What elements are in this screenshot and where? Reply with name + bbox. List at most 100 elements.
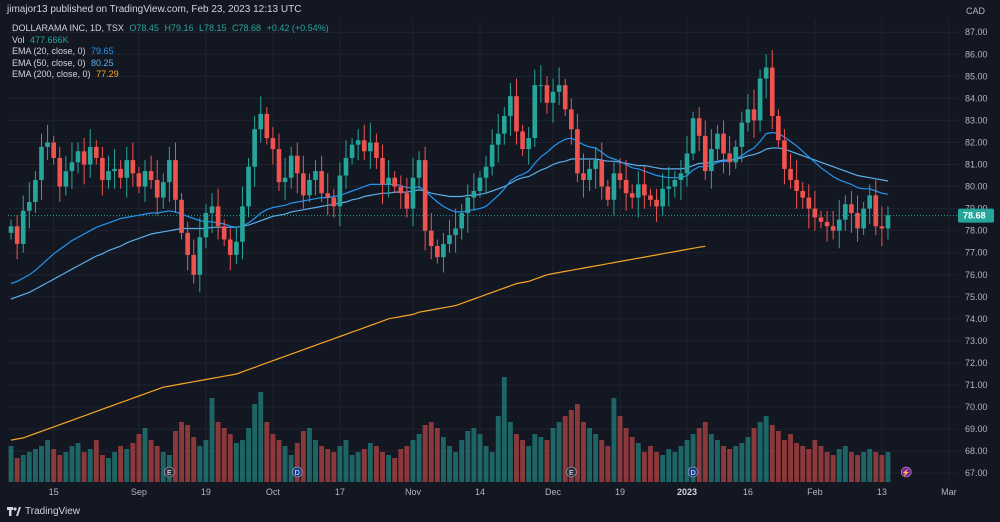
candle-body	[221, 226, 227, 240]
volume-bar	[782, 440, 787, 482]
candle-body	[672, 179, 678, 187]
volume-bar	[313, 440, 318, 482]
candle-body	[629, 193, 635, 198]
volume-bar	[660, 455, 666, 482]
candle-body	[562, 85, 568, 110]
volume-bar	[422, 425, 428, 482]
volume-bar	[788, 434, 793, 482]
volume-bar	[544, 440, 550, 482]
x-tick-label: 14	[475, 487, 485, 497]
ema20-value: 79.65	[91, 46, 114, 56]
volume-bar	[593, 434, 599, 482]
candle-body	[885, 215, 891, 229]
volume-bar	[690, 434, 696, 482]
y-tick-label: 68.00	[965, 446, 988, 456]
tradingview-logo[interactable]: TradingView	[7, 506, 80, 517]
candle-body	[611, 173, 617, 200]
y-tick-label: 83.00	[965, 115, 988, 125]
volume-bar	[227, 434, 233, 482]
candle-body	[526, 138, 531, 150]
event-marker-label: E	[167, 470, 172, 477]
volume-bar	[331, 452, 337, 482]
candle-body	[422, 160, 428, 231]
event-marker-label: E	[569, 470, 574, 477]
candle-body	[39, 146, 44, 180]
candle-body	[721, 133, 726, 154]
volume-bar	[45, 440, 51, 482]
candle-body	[106, 171, 111, 180]
volume-bar	[514, 434, 519, 482]
legend-ema20-row: EMA (20, close, 0) 79.65	[12, 46, 329, 58]
candle-body	[75, 151, 81, 163]
candle-body	[63, 171, 69, 187]
top-bar: jimajor13 published on TradingView.com, …	[0, 0, 1000, 18]
volume-bar	[641, 452, 647, 482]
candle-body	[873, 195, 879, 227]
y-tick-label: 79.00	[965, 204, 988, 214]
candle-body	[550, 91, 556, 103]
tradingview-logo-icon	[7, 507, 21, 516]
candle-body	[654, 199, 659, 207]
currency-label: CAD	[966, 6, 986, 16]
candle-body	[294, 155, 300, 174]
symbol-label: DOLLARAMA INC, 1D, TSX	[12, 23, 124, 33]
candle-body	[508, 96, 513, 117]
candle-body	[435, 246, 440, 258]
volume-bar	[568, 410, 574, 482]
volume-bar	[812, 440, 818, 482]
candle-body	[142, 171, 148, 187]
candle-body	[459, 213, 464, 229]
candle-body	[325, 193, 331, 198]
volume-label: Vol	[12, 34, 25, 45]
x-tick-label: 13	[877, 487, 887, 497]
candle-body	[227, 239, 233, 255]
candle-body	[690, 118, 696, 154]
candle-body	[696, 118, 702, 136]
volume-bar	[367, 443, 373, 482]
x-tick-label: Nov	[405, 487, 422, 497]
candle-body	[830, 226, 836, 231]
volume-bar	[124, 449, 130, 482]
volume-bar	[93, 440, 99, 482]
y-tick-label: 76.00	[965, 270, 988, 280]
candle-body	[727, 153, 732, 163]
y-tick-label: 86.00	[965, 49, 988, 59]
volume-bar	[818, 446, 824, 482]
candle-body	[605, 186, 611, 200]
volume-bar	[14, 458, 20, 482]
candle-body	[739, 122, 745, 147]
ema200-line-group	[10, 245, 706, 441]
event-markers: E D E D ⚡	[164, 466, 912, 478]
candle-body	[587, 168, 592, 180]
event-marker	[687, 466, 699, 478]
volume-value: 477.666K	[30, 34, 69, 45]
x-tick-label: 15	[49, 487, 59, 497]
y-tick-label: 80.00	[965, 182, 988, 192]
candle-body	[313, 171, 318, 180]
event-marker-label: ⚡	[902, 468, 911, 477]
volume-bar	[629, 437, 635, 482]
ema20-line	[10, 131, 889, 285]
volume-bar	[678, 446, 684, 482]
candle-body	[416, 160, 422, 178]
legend: DOLLARAMA INC, 1D, TSX O78.45 H79.16 L78…	[12, 23, 329, 81]
event-marker-label: D	[295, 470, 300, 477]
volume-bar	[63, 452, 69, 482]
volume-bar	[398, 449, 404, 482]
candle-body	[812, 208, 818, 218]
volume-bar	[428, 422, 434, 482]
volume-bar	[215, 422, 221, 482]
candle-body	[185, 232, 190, 255]
volume-bar	[191, 437, 197, 482]
candle-body	[148, 171, 154, 180]
candle-body	[234, 241, 239, 255]
volume-bar	[51, 449, 57, 482]
volume-bar	[830, 455, 836, 482]
price-chart[interactable]: E D E D ⚡ 87.00 86.00 85.00 84.00 83.00 82.00 81.0…	[0, 0, 1000, 500]
time-axis: 15 Sep 19 Oct 17 Nov 14 Dec 19 2023 16 Feb 13 Mar	[49, 487, 957, 497]
volume-bar	[185, 425, 191, 482]
candle-body	[154, 179, 160, 198]
volume-bar	[240, 440, 245, 482]
volume-bar	[599, 440, 605, 482]
y-tick-label: 87.00	[965, 27, 988, 37]
